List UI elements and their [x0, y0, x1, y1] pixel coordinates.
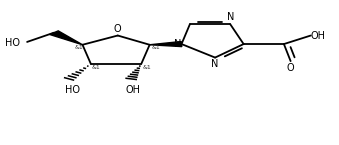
Text: O: O: [114, 24, 122, 34]
Polygon shape: [50, 31, 82, 45]
Text: &1: &1: [151, 46, 160, 50]
Text: N: N: [212, 59, 219, 69]
Text: OH: OH: [125, 85, 140, 95]
Text: O: O: [287, 63, 295, 73]
Text: HO: HO: [65, 85, 80, 95]
Text: &1: &1: [75, 46, 83, 50]
Text: OH: OH: [311, 30, 326, 40]
Text: N: N: [226, 12, 234, 22]
Text: HO: HO: [5, 38, 20, 48]
Text: &1: &1: [92, 65, 101, 70]
Polygon shape: [149, 41, 182, 47]
Text: N: N: [174, 39, 181, 49]
Text: &1: &1: [142, 65, 151, 70]
